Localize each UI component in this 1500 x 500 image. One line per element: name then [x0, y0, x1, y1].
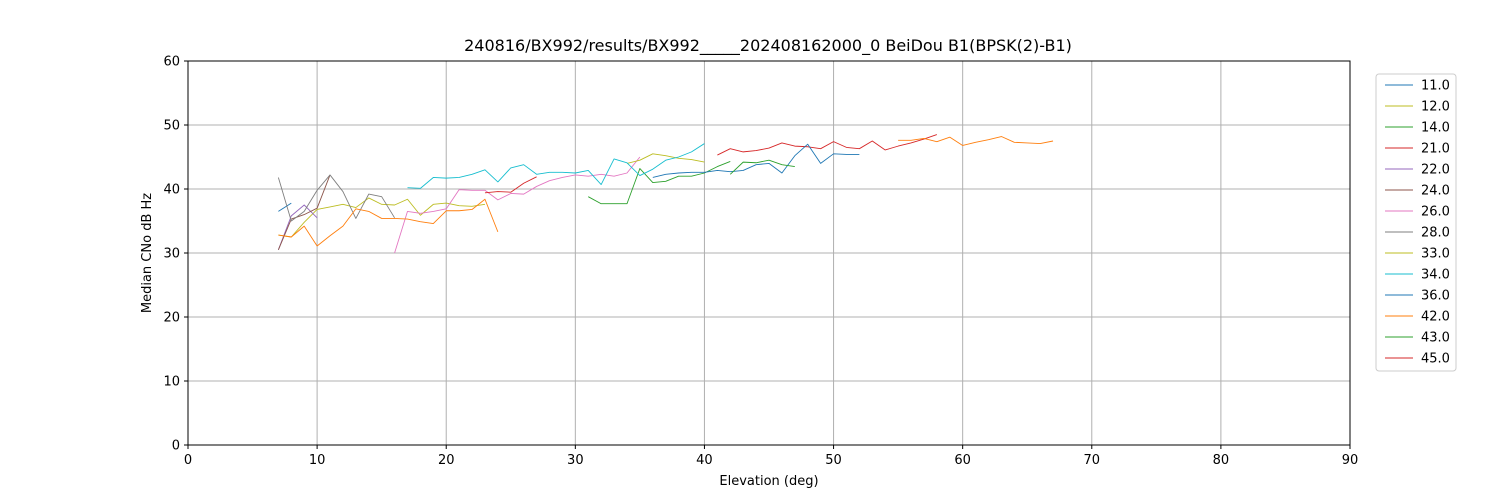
series-group [277, 134, 1054, 254]
legend-label: 42.0 [1421, 310, 1450, 325]
series-line-34-0 [407, 143, 705, 189]
legend-label: 26.0 [1421, 205, 1450, 220]
y-tick-label: 40 [163, 183, 180, 198]
legend-label: 28.0 [1421, 226, 1450, 241]
series-line-26-0 [394, 156, 641, 254]
series-line-11-0 [278, 202, 292, 212]
legend-label: 43.0 [1421, 331, 1450, 346]
x-tick-label: 90 [1342, 453, 1359, 468]
legend: 11.0 12.0 14.0 21.0 22.0 24.0 26.0 28.0 33.0 34.0… [1375, 73, 1457, 372]
y-tick-label: 30 [163, 247, 180, 262]
x-tick-label: 20 [438, 453, 455, 468]
x-tick-label: 30 [567, 453, 584, 468]
chart-title: 240816/BX992/results/BX992_____202408162… [464, 36, 1072, 56]
series-line-43-0 [729, 159, 795, 175]
x-tick-label: 40 [696, 453, 713, 468]
grid-lines [187, 60, 1351, 446]
legend-label: 21.0 [1421, 142, 1450, 157]
legend-label: 45.0 [1421, 352, 1450, 367]
legend-label: 33.0 [1421, 247, 1450, 262]
x-tick-label: 80 [1213, 453, 1230, 468]
series-line-21-0 [717, 134, 937, 156]
x-tick-label: 70 [1084, 453, 1101, 468]
y-tick-label: 20 [163, 311, 180, 326]
legend-label: 14.0 [1421, 121, 1450, 136]
x-tick-label: 60 [954, 453, 971, 468]
y-tick-label: 60 [163, 55, 180, 70]
y-axis: 0 10 20 30 40 50 60 [163, 55, 188, 454]
x-tick-label: 10 [309, 453, 326, 468]
series-line-12-0 [278, 197, 486, 238]
legend-label: 22.0 [1421, 163, 1450, 178]
y-tick-label: 10 [163, 375, 180, 390]
x-axis: 0 10 20 30 40 50 60 70 80 90 [184, 445, 1358, 468]
series-line-24-0 [277, 174, 331, 250]
legend-label: 36.0 [1421, 289, 1450, 304]
legend-label: 24.0 [1421, 184, 1450, 199]
series-line-28-0 [277, 174, 395, 222]
x-axis-label: Elevation (deg) [719, 474, 818, 489]
legend-label: 12.0 [1421, 100, 1450, 115]
legend-box [1375, 73, 1457, 372]
y-axis-label: Median CNo dB Hz [140, 193, 155, 313]
x-tick-label: 0 [184, 453, 192, 468]
series-line-33-0 [626, 153, 705, 164]
series-line-36-0 [652, 143, 860, 178]
series-line-45-0 [484, 176, 537, 194]
y-tick-label: 50 [163, 119, 180, 134]
legend-label: 11.0 [1421, 79, 1450, 94]
legend-label: 34.0 [1421, 268, 1450, 283]
series-line-22-0 [277, 204, 318, 250]
x-tick-label: 50 [825, 453, 842, 468]
y-tick-label: 0 [172, 439, 180, 454]
series-line-42-0 [278, 136, 1054, 247]
